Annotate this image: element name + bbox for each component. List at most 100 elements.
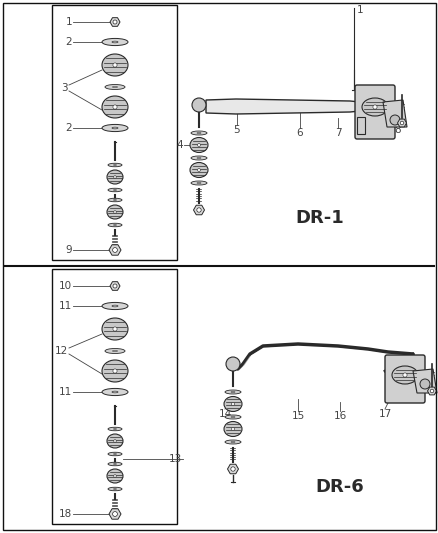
Circle shape <box>113 105 117 109</box>
Text: 4: 4 <box>176 140 183 150</box>
FancyBboxPatch shape <box>384 355 424 403</box>
Ellipse shape <box>102 360 128 382</box>
Ellipse shape <box>107 469 123 483</box>
Bar <box>52 269 177 524</box>
Polygon shape <box>205 99 369 114</box>
Ellipse shape <box>391 366 417 384</box>
Bar <box>52 5 177 260</box>
Polygon shape <box>193 205 204 215</box>
Ellipse shape <box>112 41 118 43</box>
Circle shape <box>231 402 234 406</box>
Ellipse shape <box>108 427 122 431</box>
Ellipse shape <box>225 440 240 444</box>
Circle shape <box>113 176 116 178</box>
Ellipse shape <box>112 86 117 87</box>
Circle shape <box>113 327 117 331</box>
Circle shape <box>231 427 234 431</box>
Ellipse shape <box>108 163 122 167</box>
Text: 11: 11 <box>59 387 72 397</box>
Ellipse shape <box>223 422 241 437</box>
Ellipse shape <box>112 305 118 307</box>
Text: 9: 9 <box>65 245 72 255</box>
Polygon shape <box>427 387 435 395</box>
Ellipse shape <box>225 415 240 419</box>
Ellipse shape <box>361 98 387 116</box>
Ellipse shape <box>230 441 234 442</box>
Text: 5: 5 <box>233 125 240 135</box>
Ellipse shape <box>197 157 201 158</box>
Ellipse shape <box>108 462 122 466</box>
Ellipse shape <box>112 391 118 393</box>
Circle shape <box>112 512 117 516</box>
Circle shape <box>113 475 116 477</box>
Text: 16: 16 <box>332 411 346 421</box>
Text: 2: 2 <box>65 37 72 47</box>
Ellipse shape <box>112 127 118 129</box>
Text: 13: 13 <box>168 454 182 464</box>
Ellipse shape <box>102 318 128 340</box>
Ellipse shape <box>191 156 207 160</box>
Polygon shape <box>109 509 121 519</box>
Circle shape <box>113 20 117 24</box>
Circle shape <box>230 467 235 471</box>
Circle shape <box>197 143 200 147</box>
Text: DR-1: DR-1 <box>295 209 343 227</box>
Ellipse shape <box>225 390 240 394</box>
Ellipse shape <box>108 452 122 456</box>
Ellipse shape <box>190 163 208 177</box>
Polygon shape <box>110 281 120 290</box>
Text: 2: 2 <box>65 123 72 133</box>
FancyBboxPatch shape <box>354 85 394 139</box>
Ellipse shape <box>107 434 123 448</box>
Text: 12: 12 <box>55 346 68 356</box>
Ellipse shape <box>102 96 128 118</box>
Ellipse shape <box>107 205 123 219</box>
Text: 1: 1 <box>356 5 363 15</box>
Ellipse shape <box>230 416 234 417</box>
Ellipse shape <box>108 487 122 491</box>
Polygon shape <box>396 119 406 127</box>
Ellipse shape <box>191 181 207 185</box>
Ellipse shape <box>108 188 122 192</box>
Ellipse shape <box>102 389 128 395</box>
Ellipse shape <box>112 350 117 352</box>
Circle shape <box>113 440 116 442</box>
Text: 10: 10 <box>59 281 72 291</box>
Circle shape <box>226 357 240 371</box>
Circle shape <box>402 373 406 377</box>
Ellipse shape <box>105 349 125 353</box>
Polygon shape <box>412 369 436 393</box>
Text: DR-6: DR-6 <box>315 478 364 496</box>
Circle shape <box>113 211 116 213</box>
Polygon shape <box>109 245 121 255</box>
Ellipse shape <box>191 131 207 135</box>
Circle shape <box>196 208 201 212</box>
Circle shape <box>113 369 117 373</box>
Text: 7: 7 <box>334 128 340 138</box>
Ellipse shape <box>113 429 116 430</box>
Text: 11: 11 <box>59 301 72 311</box>
Circle shape <box>389 115 399 125</box>
Ellipse shape <box>197 182 201 183</box>
Ellipse shape <box>113 224 116 225</box>
Text: 1: 1 <box>65 17 72 27</box>
Circle shape <box>372 105 376 109</box>
Ellipse shape <box>107 170 123 184</box>
Circle shape <box>112 248 117 253</box>
Ellipse shape <box>108 198 122 202</box>
Ellipse shape <box>102 38 128 46</box>
Text: 6: 6 <box>296 128 303 138</box>
Circle shape <box>191 98 205 112</box>
Text: 15: 15 <box>291 411 304 421</box>
Circle shape <box>419 379 429 389</box>
Text: 18: 18 <box>59 509 72 519</box>
Text: 8: 8 <box>393 125 400 135</box>
Polygon shape <box>227 464 238 474</box>
Ellipse shape <box>102 54 128 76</box>
Circle shape <box>429 389 433 393</box>
Polygon shape <box>356 117 364 134</box>
Ellipse shape <box>102 302 128 310</box>
Text: 14: 14 <box>218 409 231 419</box>
Ellipse shape <box>190 138 208 152</box>
Ellipse shape <box>223 397 241 411</box>
